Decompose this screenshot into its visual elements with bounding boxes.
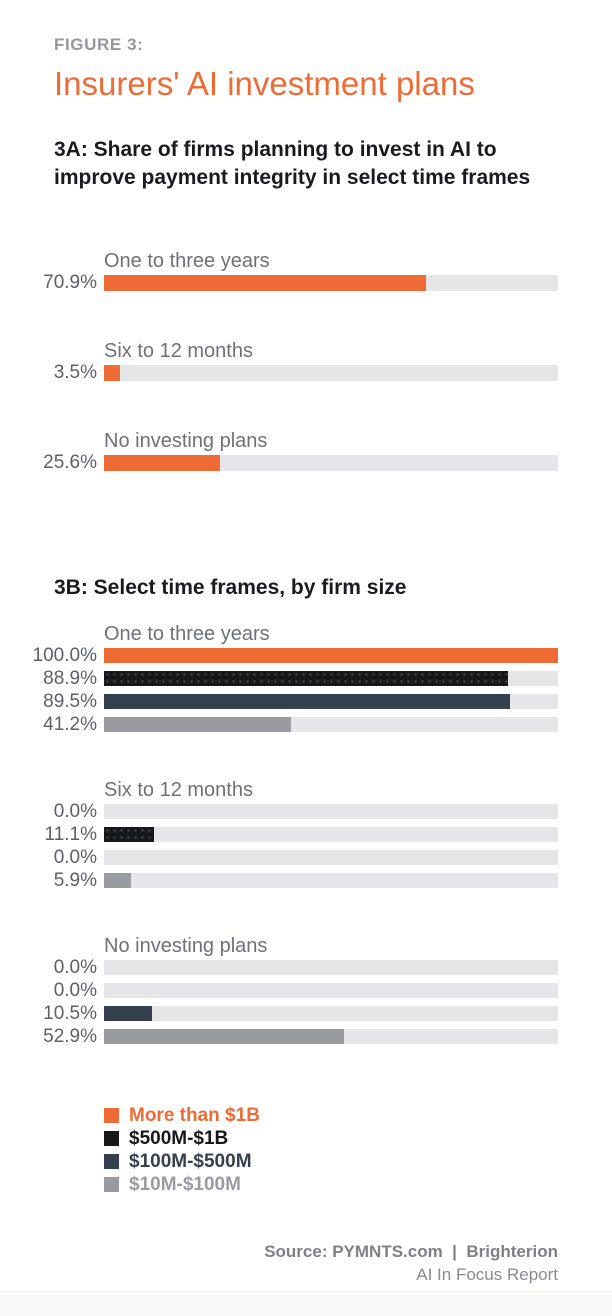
legend-label: $100M-$500M [129, 1151, 252, 1172]
value-label: 5.9% [53, 869, 97, 891]
value-label: 88.9% [43, 667, 97, 689]
bar-fill [104, 873, 131, 888]
report-name-line: AI In Focus Report [416, 1265, 558, 1284]
value-label: 52.9% [43, 1025, 97, 1047]
bar-fill [104, 455, 221, 471]
bar-track [104, 275, 558, 291]
legend-swatch [104, 1154, 119, 1169]
bar-track [104, 671, 558, 686]
value-label: 3.5% [53, 362, 97, 383]
bar-row: 11.1% [0, 824, 558, 845]
legend-label: $10M-$100M [129, 1174, 241, 1195]
value-label: 89.5% [43, 690, 97, 712]
bar-row: 25.6% [0, 452, 558, 473]
bar-track [104, 827, 558, 842]
bar-fill [104, 365, 120, 381]
bar-fill [104, 694, 511, 709]
value-label: 0.0% [53, 846, 97, 868]
bar-track [104, 804, 558, 819]
bar-row: 100.0% [0, 645, 558, 666]
bar-fill [104, 275, 426, 291]
bar-row: 0.0% [0, 957, 558, 978]
legend-label: More than $1B [129, 1105, 260, 1126]
legend-swatch [104, 1131, 119, 1146]
bar-fill [104, 717, 292, 732]
bar-row: 0.0% [0, 801, 558, 822]
chart-3b-group: Six to 12 months 0.0% 11.1% 0.0% 5.9% [0, 777, 558, 891]
source-line: Source: PYMNTS.com | Brighterion [264, 1242, 558, 1261]
bar-track [104, 1029, 558, 1044]
category-label: No investing plans [104, 935, 268, 957]
bar-row: 89.5% [0, 691, 558, 712]
chart-3b-legend: More than $1B $500M-$1B $100M-$500M $10M-$1… [104, 1104, 260, 1196]
legend-item: $500M-$1B [104, 1127, 260, 1150]
chart-3b-group: No investing plans 0.0% 0.0% 10.5% 52.9% [0, 933, 558, 1047]
figure-header: FIGURE 3: Insurers' AI investment plans … [54, 34, 574, 192]
bar-row: 52.9% [0, 1026, 558, 1047]
legend-item: More than $1B [104, 1104, 260, 1127]
bar-row: 0.0% [0, 847, 558, 868]
value-label: 0.0% [53, 800, 97, 822]
chart-3a: One to three years 70.9% Six to 12 months 3… [0, 248, 558, 518]
bar-fill [104, 1029, 345, 1044]
value-label: 0.0% [53, 956, 97, 978]
bar-track [104, 365, 558, 381]
value-label: 10.5% [43, 1002, 97, 1024]
legend-swatch [104, 1108, 119, 1123]
bar-row: 0.0% [0, 980, 558, 1001]
figure-title: Insurers' AI investment plans [54, 65, 475, 102]
legend-item: $10M-$100M [104, 1173, 260, 1196]
chart-3b-group: One to three years 100.0% 88.9% 89.5% 41.2% [0, 621, 558, 735]
bar-row: 41.2% [0, 714, 558, 735]
bottom-band [0, 1291, 612, 1316]
category-label: No investing plans [104, 430, 268, 452]
chart-3a-group: No investing plans 25.6% [0, 428, 558, 473]
bar-track [104, 648, 558, 663]
bar-track [104, 850, 558, 865]
category-label: One to three years [104, 623, 270, 645]
value-label: 11.1% [44, 823, 97, 845]
chart-3b: One to three years 100.0% 88.9% 89.5% 41.2% S… [0, 621, 558, 1089]
bar-track [104, 717, 558, 732]
legend-item: $100M-$500M [104, 1150, 260, 1173]
value-label: 70.9% [43, 272, 97, 293]
chart-3b-heading: 3B: Select time frames, by firm size [54, 576, 407, 599]
bar-row: 10.5% [0, 1003, 558, 1024]
category-label: One to three years [104, 250, 270, 272]
legend-swatch [104, 1177, 119, 1192]
bar-row: 3.5% [0, 362, 558, 383]
chart-3a-group: One to three years 70.9% [0, 248, 558, 293]
value-label: 41.2% [43, 713, 97, 735]
bar-row: 5.9% [0, 870, 558, 891]
value-label: 25.6% [43, 452, 97, 473]
category-label: Six to 12 months [104, 779, 253, 801]
legend-label: $500M-$1B [129, 1128, 229, 1149]
figure-number-label: FIGURE 3: [54, 35, 144, 54]
bar-fill [104, 827, 155, 842]
bar-track [104, 1006, 558, 1021]
bar-fill [104, 648, 558, 663]
bar-track [104, 455, 558, 471]
bar-track [104, 960, 558, 975]
chart-3a-heading: 3A: Share of firms planning to invest in… [54, 138, 531, 189]
value-label: 0.0% [53, 979, 97, 1001]
source-footer: Source: PYMNTS.com | Brighterion AI In F… [264, 1240, 558, 1286]
bar-track [104, 694, 558, 709]
chart-3a-group: Six to 12 months 3.5% [0, 338, 558, 383]
bar-fill [104, 1006, 152, 1021]
bar-fill [104, 671, 508, 686]
bar-row: 70.9% [0, 272, 558, 293]
value-label: 100.0% [32, 644, 97, 666]
bar-track [104, 873, 558, 888]
bar-row: 88.9% [0, 668, 558, 689]
category-label: Six to 12 months [104, 340, 253, 362]
bar-track [104, 983, 558, 998]
